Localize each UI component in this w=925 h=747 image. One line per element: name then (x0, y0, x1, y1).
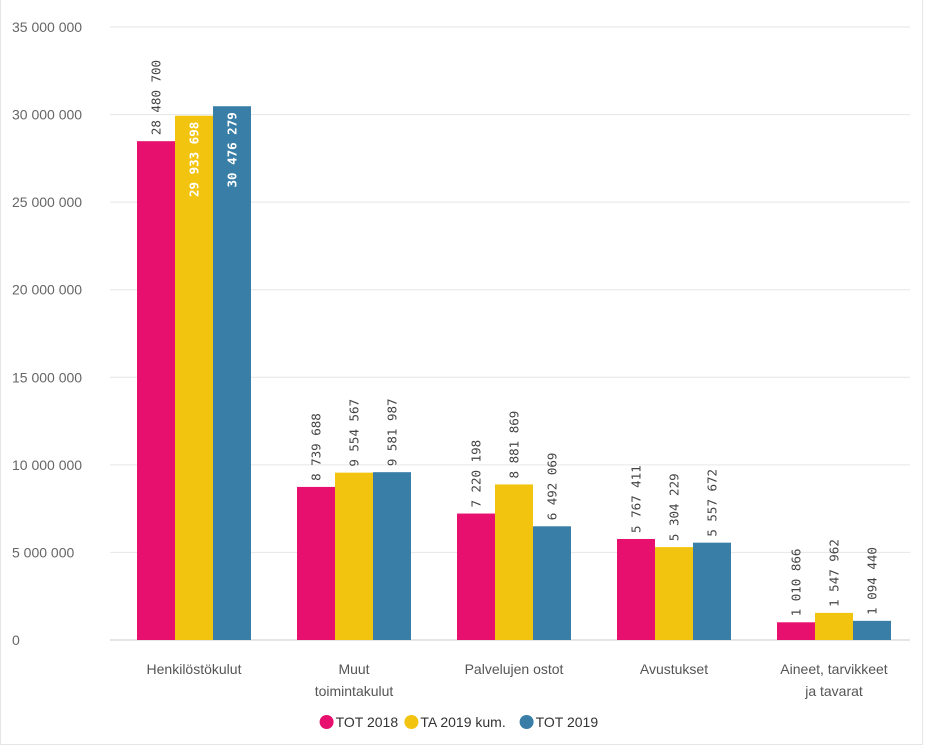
legend-marker (519, 715, 534, 729)
data-label: 5 767 411 (629, 465, 644, 533)
bar[interactable] (495, 484, 533, 640)
bar[interactable] (373, 472, 411, 640)
x-tick-label: Aineet, tarvikkeet (780, 661, 887, 677)
bar[interactable] (457, 513, 495, 640)
data-label: 8 739 688 (309, 413, 324, 481)
y-tick-label: 5 000 000 (12, 544, 74, 560)
data-label: 1 010 866 (789, 549, 804, 617)
data-label: 6 492 069 (545, 453, 560, 521)
y-tick-label: 20 000 000 (12, 282, 82, 298)
y-tick-label: 35 000 000 (12, 19, 82, 35)
y-tick-label: 15 000 000 (12, 369, 82, 385)
data-label: 9 554 567 (347, 399, 362, 467)
y-tick-label: 30 000 000 (12, 107, 82, 123)
bar[interactable] (335, 472, 373, 640)
data-labels: 28 480 700 29 933 698 30 476 279 8 739 688 9… (149, 60, 880, 616)
legend-item[interactable]: TA 2019 kum. (404, 714, 506, 730)
bar[interactable] (853, 620, 891, 640)
data-label: 30 476 279 (225, 112, 240, 187)
x-axis-ticks: Henkilöstökulut Muut toimintakulut Palveluj… (147, 661, 888, 699)
bar[interactable] (297, 486, 335, 640)
y-tick-label: 0 (12, 632, 20, 648)
legend-label: TA 2019 kum. (420, 714, 505, 730)
legend[interactable]: TOT 2018 TA 2019 kum. TOT 2019 (319, 714, 599, 730)
x-tick-label: ja tavarat (804, 683, 863, 699)
y-tick-label: 25 000 000 (12, 194, 82, 210)
bar[interactable] (777, 622, 815, 640)
data-label: 5 557 672 (705, 469, 720, 537)
data-label: 8 881 869 (507, 411, 522, 479)
legend-label: TOT 2019 (536, 714, 599, 730)
legend-marker (319, 715, 334, 729)
data-label: 29 933 698 (187, 122, 202, 197)
legend-item[interactable]: TOT 2019 (519, 714, 599, 730)
bars (137, 106, 891, 641)
data-label: 9 581 987 (385, 398, 400, 466)
data-label: 1 094 440 (865, 547, 880, 615)
x-tick-label: toimintakulut (315, 683, 394, 699)
bar[interactable] (693, 542, 731, 640)
legend-label: TOT 2018 (336, 714, 399, 730)
data-label: 1 547 962 (827, 539, 842, 607)
x-tick-label: Palvelujen ostot (465, 661, 564, 677)
bar[interactable] (617, 538, 655, 640)
bar[interactable] (137, 141, 175, 640)
bar[interactable] (213, 106, 251, 641)
bar[interactable] (815, 612, 853, 640)
data-label: 7 220 198 (469, 440, 484, 508)
legend-item[interactable]: TOT 2018 (319, 714, 399, 730)
bar[interactable] (175, 115, 213, 640)
data-label: 28 480 700 (149, 60, 164, 135)
y-tick-label: 10 000 000 (12, 457, 82, 473)
x-tick-label: Avustukset (640, 661, 708, 677)
bar[interactable] (533, 526, 571, 640)
data-label: 5 304 229 (667, 473, 682, 541)
x-tick-label: Henkilöstökulut (147, 661, 242, 677)
x-tick-label: Muut (338, 661, 369, 677)
legend-marker (404, 715, 419, 729)
y-axis-ticks: 0 5 000 000 10 000 000 15 000 000 20 000 000… (12, 19, 82, 648)
bar[interactable] (655, 547, 693, 640)
